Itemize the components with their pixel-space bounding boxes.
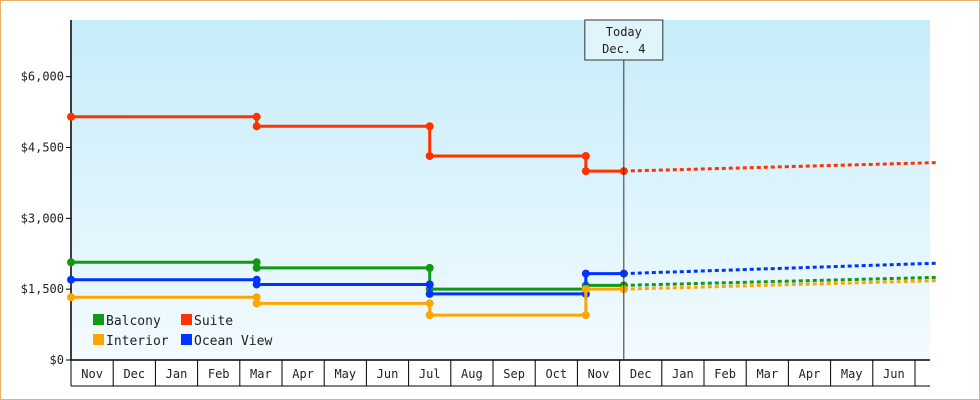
data-point-ocean-view-3: [425, 280, 434, 289]
x-tick-label-18: May: [841, 367, 863, 381]
series-forecast-ocean-view: [623, 261, 937, 276]
x-tick-label-4: Mar: [250, 367, 272, 381]
data-point-ocean-view-2: [252, 280, 261, 289]
series-forecast-interior: [623, 279, 937, 291]
data-point-suite-0: [67, 112, 75, 121]
legend: Balcony Suite Interior Ocean View: [93, 314, 272, 349]
data-point-suite-2: [252, 122, 261, 131]
data-point-ocean-view-6: [581, 269, 590, 278]
legend-swatch-balcony: [93, 314, 104, 325]
data-point-interior-1: [252, 293, 261, 302]
x-tick-label-12: Nov: [588, 367, 610, 381]
legend-label-interior: Interior: [106, 334, 169, 349]
x-tick-label-6: May: [334, 367, 356, 381]
data-point-suite-6: [581, 167, 590, 176]
data-point-balcony-0: [67, 258, 75, 267]
y-tick-label-0: $0: [50, 353, 64, 367]
x-tick-label-0: Nov: [81, 367, 103, 381]
series-forecast-balcony: [623, 275, 937, 287]
data-point-balcony-2: [252, 263, 261, 272]
today-label-box: [584, 19, 664, 61]
data-point-suite-4: [425, 152, 434, 160]
x-tick-label-3: Feb: [208, 367, 230, 381]
data-point-interior-3: [425, 299, 434, 308]
legend-label-suite: Suite: [194, 314, 233, 329]
x-tick-label-11: Oct: [545, 367, 567, 381]
series-layer: [67, 112, 937, 320]
data-point-ocean-view-4: [425, 289, 434, 298]
x-axis: Nov Dec Jan Feb Mar Apr May Jun Jul Aug Sep Oct Nov D…: [70, 359, 930, 387]
data-point-interior-6: [581, 285, 590, 294]
x-tick-label-17: Apr: [799, 367, 821, 381]
x-tick-label-2: Jan: [166, 367, 188, 381]
y-tick-label-3: $4,500: [21, 141, 64, 155]
today-label-line1: Today: [606, 25, 642, 39]
legend-swatch-suite: [181, 314, 192, 325]
x-tick-label-14: Jan: [672, 367, 694, 381]
x-tick-label-13: Dec: [630, 367, 652, 381]
data-point-interior-5: [581, 311, 590, 320]
x-tick-label-16: Mar: [756, 367, 778, 381]
y-tick-label-2: $3,000: [21, 211, 64, 225]
data-point-interior-0: [67, 293, 75, 302]
x-tick-label-1: Dec: [123, 367, 145, 381]
data-point-interior-4: [425, 311, 434, 320]
legend-label-balcony: Balcony: [106, 314, 161, 329]
legend-label-ocean-view: Ocean View: [194, 334, 272, 349]
x-tick-label-10: Sep: [503, 367, 525, 381]
today-label-line2: Dec. 4: [602, 42, 645, 56]
y-axis: $0 $1,500 $3,000 $4,500 $6,000: [21, 20, 72, 367]
data-point-balcony-3: [425, 263, 434, 272]
data-point-suite-3: [425, 122, 434, 131]
x-tick-label-19: Jun: [883, 367, 905, 381]
x-tick-label-5: Apr: [292, 367, 314, 381]
data-point-ocean-view-0: [67, 275, 75, 284]
plot-background: [71, 20, 930, 360]
y-tick-label-1: $1,500: [21, 282, 64, 296]
data-point-suite-1: [252, 112, 261, 121]
legend-swatch-ocean-view: [181, 334, 192, 345]
data-point-balcony-1: [252, 258, 261, 267]
x-tick-label-9: Aug: [461, 367, 483, 381]
data-point-interior-2: [252, 299, 261, 308]
series-forecast-suite: [623, 161, 937, 173]
x-tick-label-15: Feb: [714, 367, 736, 381]
x-tick-label-7: Jun: [377, 367, 399, 381]
legend-swatch-interior: [93, 334, 104, 345]
today-marker: Today Dec. 4: [584, 19, 664, 360]
data-point-suite-5: [581, 152, 590, 160]
y-tick-label-4: $6,000: [21, 70, 64, 84]
x-tick-label-8: Jul: [419, 367, 441, 381]
